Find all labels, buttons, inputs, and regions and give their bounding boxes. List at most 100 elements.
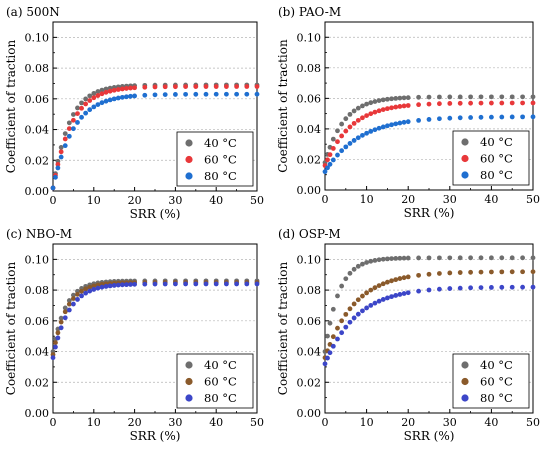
x-tick-label: 50: [250, 194, 264, 207]
y-tick-label: 0.04: [297, 123, 322, 136]
data-point: [368, 287, 374, 293]
x-tick-label: 20: [401, 193, 415, 206]
x-tick-label: 50: [250, 416, 264, 429]
data-point: [95, 93, 101, 98]
legend-marker: [461, 171, 469, 179]
data-point: [55, 162, 61, 167]
data-point: [380, 124, 386, 130]
data-point: [62, 131, 68, 137]
y-tick-label: 0.02: [297, 153, 322, 166]
y-tick-label: 0.08: [297, 284, 322, 297]
data-point: [224, 84, 229, 89]
data-point: [397, 95, 403, 101]
series-3: [50, 91, 260, 191]
data-point: [142, 84, 148, 90]
data-point: [62, 305, 68, 311]
data-point: [91, 104, 97, 110]
legend-marker: [185, 139, 193, 147]
legend-label: 40 °C: [204, 358, 237, 372]
data-point: [405, 95, 411, 101]
x-tick-label: 0: [322, 416, 329, 429]
data-point: [124, 94, 129, 100]
data-point: [401, 291, 407, 296]
data-point: [347, 306, 353, 312]
data-point: [447, 101, 453, 106]
data-point: [75, 111, 80, 117]
data-point: [335, 152, 340, 158]
data-point: [119, 86, 125, 92]
chart-panel-4: 0.00 0.02 0.04 0.06 0.08 0.10 0 10 20 30 40 50 SRR (…: [276, 227, 540, 443]
chart-panel-3: 0.00 0.02 0.04 0.06 0.08 0.10 0 10 20 30 40 50 SRR (…: [4, 227, 264, 443]
data-point: [91, 287, 97, 292]
data-point: [87, 98, 93, 103]
series-3: [322, 114, 536, 175]
data-point: [499, 255, 505, 261]
legend-marker: [185, 361, 193, 369]
data-point: [79, 293, 84, 299]
data-point: [58, 154, 64, 160]
data-point: [339, 330, 345, 336]
data-point: [330, 136, 336, 142]
data-point: [457, 94, 463, 100]
data-point: [58, 145, 64, 150]
data-point: [478, 114, 484, 120]
y-tick-label: 0.10: [297, 253, 322, 266]
data-point: [66, 301, 72, 307]
y-tick-label: 0.02: [297, 376, 322, 389]
data-point: [152, 281, 158, 287]
data-point: [75, 120, 80, 125]
data-point: [401, 95, 407, 101]
data-point: [193, 281, 199, 287]
data-point: [360, 308, 365, 314]
x-tick-label: 30: [443, 193, 457, 206]
data-point: [426, 271, 432, 277]
x-tick-label: 10: [87, 194, 101, 207]
data-point: [447, 94, 453, 100]
data-point: [499, 269, 505, 275]
data-point: [58, 315, 64, 321]
data-point: [50, 185, 56, 191]
data-point: [405, 119, 411, 125]
legend-marker: [461, 377, 469, 386]
legend-marker: [185, 172, 193, 180]
data-point: [58, 319, 64, 325]
data-point: [355, 135, 361, 141]
data-point: [372, 99, 378, 104]
data-point: [234, 84, 240, 89]
data-point: [499, 94, 505, 100]
series-2: [50, 280, 260, 358]
data-point: [364, 101, 369, 107]
data-point: [351, 315, 357, 321]
data-point: [457, 285, 463, 291]
data-point: [457, 100, 463, 106]
data-point: [372, 300, 378, 306]
data-point: [347, 141, 353, 146]
data-point: [520, 269, 525, 275]
data-point: [389, 256, 394, 261]
data-point: [509, 269, 515, 275]
data-point: [468, 100, 473, 106]
data-point: [447, 255, 453, 261]
data-point: [79, 100, 84, 106]
y-tick-label: 0.08: [25, 284, 50, 297]
data-point: [385, 256, 390, 262]
data-point: [376, 98, 382, 103]
data-point: [66, 126, 72, 131]
data-point: [405, 255, 411, 261]
data-point: [71, 292, 76, 298]
x-axis-label: SRR (%): [404, 429, 455, 443]
series-1: [322, 255, 536, 354]
data-point: [416, 255, 421, 261]
data-point: [509, 284, 515, 290]
data-point: [405, 290, 411, 296]
legend-marker: [461, 138, 469, 146]
data-point: [426, 94, 432, 100]
series-2: [322, 269, 536, 361]
x-tick-label: 10: [360, 416, 374, 429]
data-point: [530, 94, 536, 100]
data-point: [83, 286, 89, 292]
x-tick-label: 0: [50, 416, 57, 429]
data-point: [520, 284, 525, 290]
data-point: [99, 91, 105, 97]
data-point: [339, 318, 345, 324]
